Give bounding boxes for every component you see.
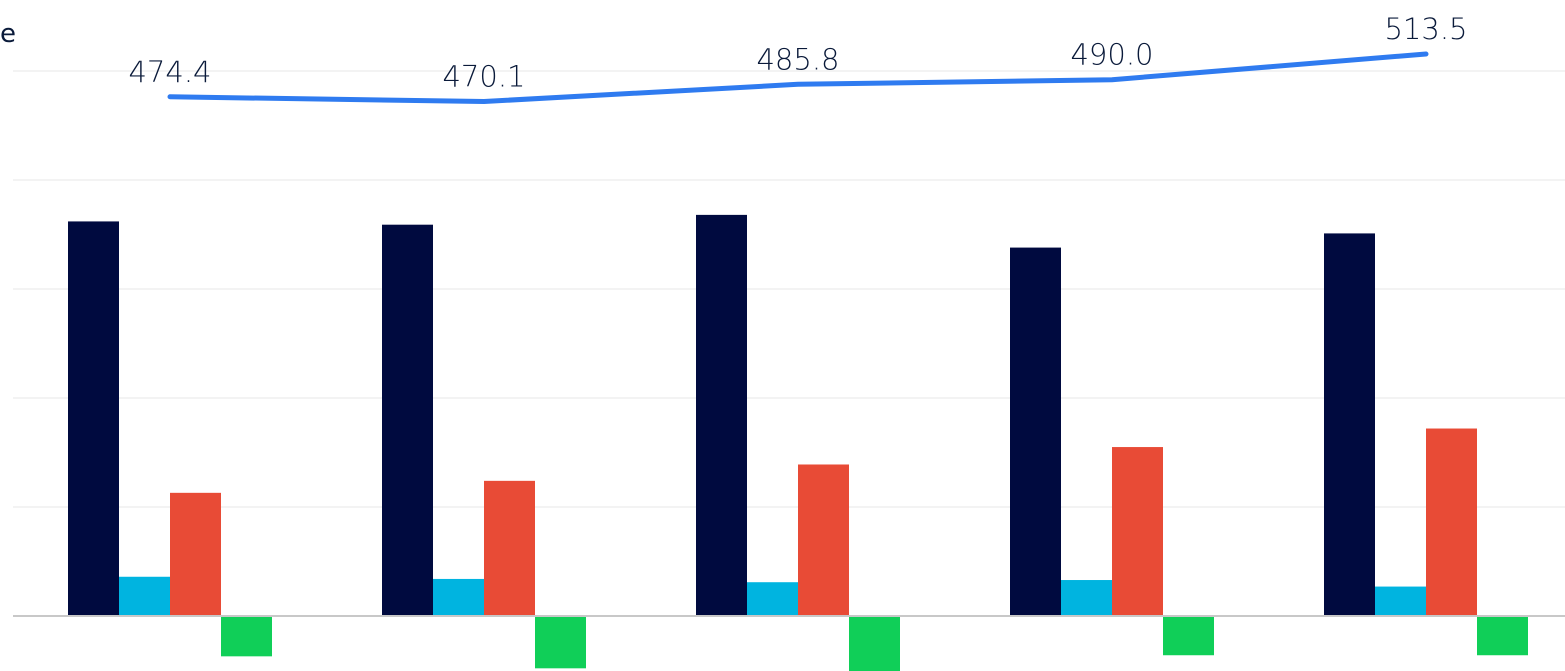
data-label: 490.0 [1070,38,1153,72]
bar [1163,616,1214,656]
bar [1375,586,1426,616]
bar [1426,428,1477,616]
bar [1010,247,1061,616]
bar [484,480,535,616]
data-label: 485.8 [756,42,839,76]
line-series: 474.4 470.1 485.8 490.0 513.5 [128,12,1468,104]
bar [68,221,119,617]
bar [170,492,221,616]
bar [119,576,170,616]
bar [1112,447,1163,616]
y-axis-label: e [0,19,16,49]
bar [1324,233,1375,616]
bar [747,582,798,616]
bar [221,616,272,657]
data-label: 474.4 [128,55,211,89]
bar [696,214,747,616]
bar [1061,580,1112,616]
bar [849,616,900,671]
bar [798,464,849,616]
series-line [167,51,1429,104]
bar [433,578,484,616]
bar [1477,616,1528,656]
data-label: 513.5 [1384,12,1467,46]
gridlines [13,70,1565,508]
bar [382,224,433,616]
bar [535,616,586,669]
bar-series [68,214,1528,671]
data-label: 470.1 [442,60,525,94]
